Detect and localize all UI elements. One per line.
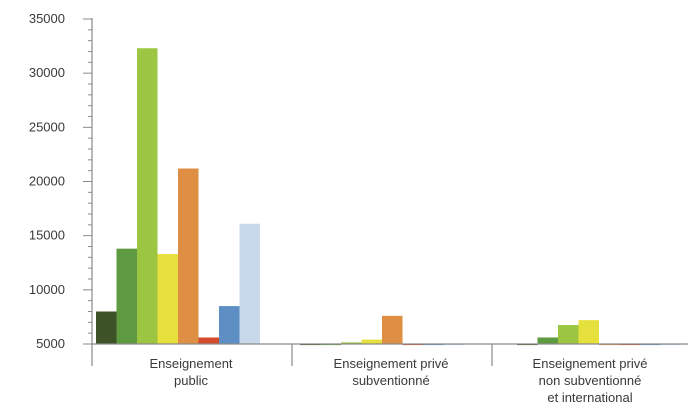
bar [178,168,199,344]
y-axis-ticks: 5000 10000 15000 20000 25000 30000 35000 [29,11,92,351]
y-tick-label: 15000 [29,228,65,243]
bar [239,223,260,344]
bar [361,339,382,344]
y-tick-label: 20000 [29,174,65,189]
category-label: Enseignement privé non subventionné et int… [533,356,648,405]
bar [341,342,362,344]
bar [537,337,558,344]
bar [96,311,117,344]
bar [578,320,599,344]
y-tick-label: 5000 [36,336,65,351]
category-label: Enseignement privé subventionné [334,356,449,388]
y-tick-label: 30000 [29,65,65,80]
category-labels: Enseignement public Enseignement privé subv… [149,356,647,405]
bar [382,315,403,344]
bar [157,254,178,344]
x-axis [291,344,493,366]
bar [116,248,137,344]
bars [96,48,681,346]
category-label: Enseignement public [149,356,232,388]
bar [198,337,219,344]
bar [137,48,158,344]
y-tick-label: 25000 [29,119,65,134]
bar [558,325,579,344]
y-tick-label: 35000 [29,11,65,26]
y-tick-label: 10000 [29,282,65,297]
bar [219,306,240,344]
